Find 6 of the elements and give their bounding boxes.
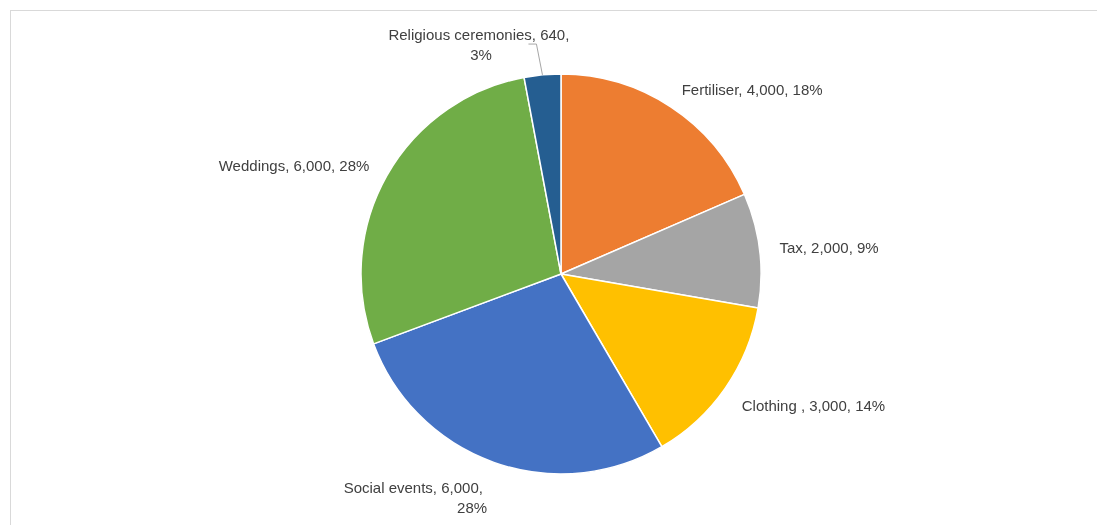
- slice-label: Religious ceremonies, 640, 3%: [388, 26, 574, 64]
- slice-label: Tax, 2,000, 9%: [779, 238, 879, 256]
- slice-label: Weddings, 6,000, 28%: [218, 156, 370, 174]
- slice-label: Social events, 6,000, 28%: [343, 479, 488, 517]
- slice-label: Fertiliser, 4,000, 18%: [681, 81, 823, 99]
- slice-label: Clothing , 3,000, 14%: [741, 397, 886, 415]
